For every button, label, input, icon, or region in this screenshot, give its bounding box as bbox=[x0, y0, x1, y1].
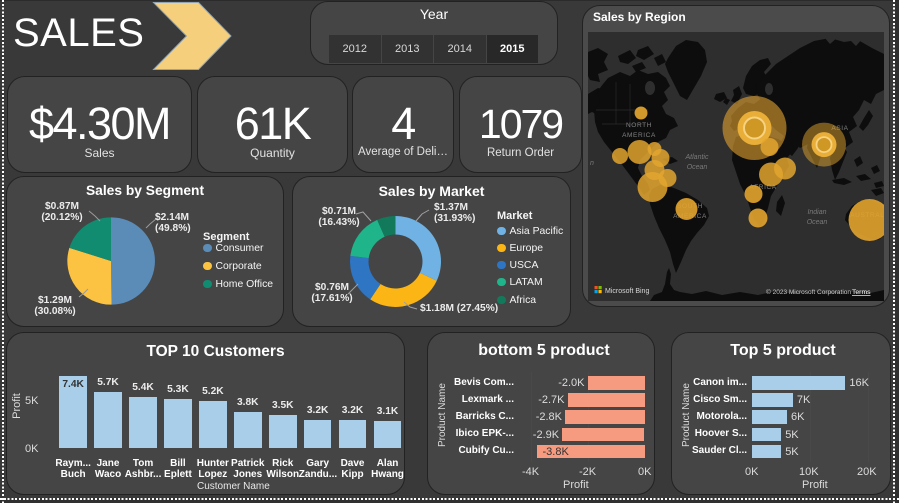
svg-text:n: n bbox=[590, 160, 594, 167]
svg-text:Ocean: Ocean bbox=[687, 164, 708, 171]
svg-text:AFRICA: AFRICA bbox=[749, 184, 776, 191]
svg-text:Atlantic: Atlantic bbox=[685, 154, 709, 161]
svg-text:Microsoft Bing: Microsoft Bing bbox=[605, 288, 649, 295]
svg-text:© 2023 Microsoft Corporation: © 2023 Microsoft Corporation bbox=[766, 288, 851, 296]
svg-text:Terms: Terms bbox=[852, 289, 871, 296]
svg-text:Indian: Indian bbox=[807, 209, 826, 216]
svg-text:ASIA: ASIA bbox=[831, 125, 848, 132]
svg-text:NORTH: NORTH bbox=[626, 122, 652, 129]
svg-text:Ocean: Ocean bbox=[807, 219, 828, 226]
svg-text:AMERICA: AMERICA bbox=[622, 132, 656, 139]
